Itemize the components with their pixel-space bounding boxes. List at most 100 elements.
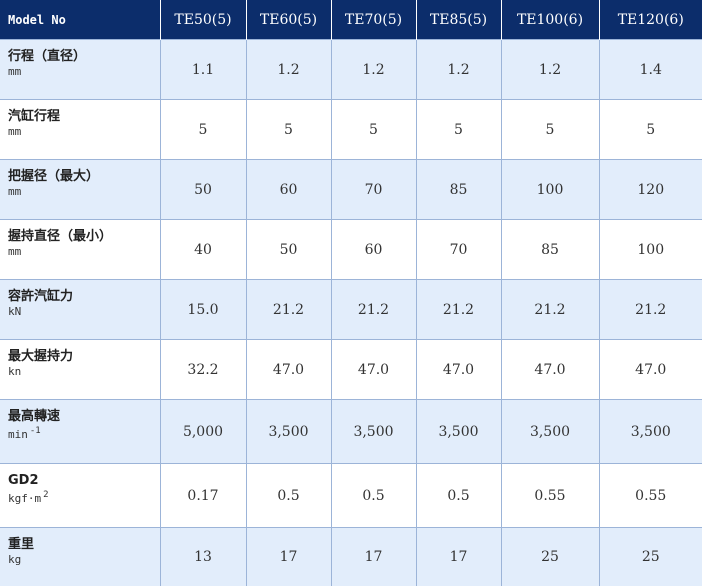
spec-unit-text: mm <box>8 65 21 78</box>
value-cell: 5 <box>160 100 246 160</box>
value-cell: 47.0 <box>331 340 416 400</box>
value-cell: 25 <box>599 528 702 586</box>
spec-unit: mm <box>8 124 160 139</box>
value-cell: 17 <box>416 528 501 586</box>
model-header: TE60(5) <box>246 0 331 40</box>
value-cell: 1.1 <box>160 40 246 100</box>
value-cell: 5 <box>416 100 501 160</box>
value-cell: 47.0 <box>501 340 599 400</box>
model-no-header: Model No <box>0 0 160 40</box>
model-header: TE85(5) <box>416 0 501 40</box>
value-cell: 3,500 <box>246 400 331 464</box>
value-cell: 1.2 <box>501 40 599 100</box>
spec-unit-text: min <box>8 428 28 441</box>
value-cell: 70 <box>331 160 416 220</box>
spec-name: 汽缸行程 <box>8 109 160 124</box>
value-cell: 1.2 <box>246 40 331 100</box>
spec-name: 重里 <box>8 537 160 552</box>
value-cell: 0.17 <box>160 464 246 528</box>
spec-name: 行程（直径） <box>8 49 160 64</box>
spec-name: 容許汽缸力 <box>8 289 160 304</box>
spec-unit: mm <box>8 244 160 259</box>
value-cell: 60 <box>331 220 416 280</box>
spec-unit: min-1 <box>8 424 160 442</box>
value-cell: 5 <box>599 100 702 160</box>
value-cell: 120 <box>599 160 702 220</box>
value-cell: 100 <box>599 220 702 280</box>
model-header: TE120(6) <box>599 0 702 40</box>
spec-unit: mm <box>8 184 160 199</box>
spec-name: 把握径（最大） <box>8 169 160 184</box>
value-cell: 50 <box>246 220 331 280</box>
spec-name: 握持直径（最小） <box>8 229 160 244</box>
value-cell: 1.2 <box>331 40 416 100</box>
spec-unit: kN <box>8 304 160 319</box>
value-cell: 17 <box>331 528 416 586</box>
value-cell: 47.0 <box>416 340 501 400</box>
spec-unit-exponent: 2 <box>43 490 48 500</box>
value-cell: 3,500 <box>331 400 416 464</box>
value-cell: 47.0 <box>599 340 702 400</box>
value-cell: 5 <box>501 100 599 160</box>
row-label-cell: 把握径（最大）mm <box>0 160 160 220</box>
value-cell: 32.2 <box>160 340 246 400</box>
value-cell: 21.2 <box>501 280 599 340</box>
value-cell: 0.5 <box>246 464 331 528</box>
spec-unit-text: mm <box>8 125 21 138</box>
value-cell: 1.4 <box>599 40 702 100</box>
value-cell: 1.2 <box>416 40 501 100</box>
value-cell: 0.5 <box>331 464 416 528</box>
value-cell: 25 <box>501 528 599 586</box>
model-header: TE50(5) <box>160 0 246 40</box>
spec-unit: kn <box>8 364 160 379</box>
spec-unit-text: kn <box>8 365 21 378</box>
value-cell: 21.2 <box>599 280 702 340</box>
header-row: Model No TE50(5) TE60(5) TE70(5) TE85(5)… <box>0 0 702 40</box>
value-cell: 21.2 <box>246 280 331 340</box>
spec-unit-text: kg <box>8 553 21 566</box>
spec-name: 最大握持力 <box>8 349 160 364</box>
value-cell: 70 <box>416 220 501 280</box>
value-cell: 21.2 <box>416 280 501 340</box>
value-cell: 50 <box>160 160 246 220</box>
model-header: TE70(5) <box>331 0 416 40</box>
value-cell: 17 <box>246 528 331 586</box>
spec-unit: mm <box>8 64 160 79</box>
value-cell: 5,000 <box>160 400 246 464</box>
spec-name: GD2 <box>8 473 160 488</box>
row-label-cell: 行程（直径）mm <box>0 40 160 100</box>
spec-unit-text: kgf·m <box>8 492 41 505</box>
value-cell: 0.5 <box>416 464 501 528</box>
spec-unit-text: kN <box>8 305 21 318</box>
value-cell: 40 <box>160 220 246 280</box>
value-cell: 85 <box>501 220 599 280</box>
spec-unit: kg <box>8 552 160 567</box>
row-label-cell: 握持直径（最小）mm <box>0 220 160 280</box>
value-cell: 21.2 <box>331 280 416 340</box>
value-cell: 5 <box>331 100 416 160</box>
value-cell: 100 <box>501 160 599 220</box>
value-cell: 3,500 <box>599 400 702 464</box>
value-cell: 15.0 <box>160 280 246 340</box>
value-cell: 85 <box>416 160 501 220</box>
model-header: TE100(6) <box>501 0 599 40</box>
spec-unit-text: mm <box>8 185 21 198</box>
value-cell: 3,500 <box>416 400 501 464</box>
spec-unit-text: mm <box>8 245 21 258</box>
spec-name: 最高轉速 <box>8 409 160 424</box>
